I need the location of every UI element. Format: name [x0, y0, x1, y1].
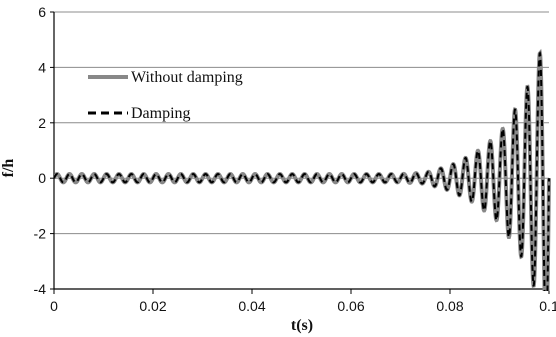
x-tick-label: 0	[50, 298, 58, 314]
y-axis-title: f/h	[0, 159, 17, 178]
x-tick-label: 0.08	[436, 298, 463, 314]
y-tick-label: 2	[38, 115, 46, 131]
legend-label-damping: Damping	[131, 105, 191, 122]
y-tick-label: -2	[34, 226, 47, 242]
y-tick-label: 0	[38, 170, 46, 186]
series-line-damping	[54, 51, 550, 291]
grid	[54, 11, 549, 235]
y-tick-label: 6	[38, 4, 46, 20]
series-group	[54, 48, 551, 291]
axes: -4 -2 0 2 4 6 0 0.02 0.04 0.06 0.08 0.1	[34, 4, 556, 314]
y-tick-label: -4	[34, 281, 47, 297]
x-tick-label: 0.1	[539, 298, 556, 314]
x-tick-label: 0.06	[337, 298, 364, 314]
legend: Without damping Damping	[88, 69, 243, 122]
x-tick-label: 0.04	[238, 298, 265, 314]
x-tick-label: 0.02	[139, 298, 166, 314]
x-axis-title: t(s)	[291, 317, 313, 334]
legend-label-without-damping: Without damping	[131, 69, 243, 86]
y-tick-label: 4	[38, 59, 46, 75]
